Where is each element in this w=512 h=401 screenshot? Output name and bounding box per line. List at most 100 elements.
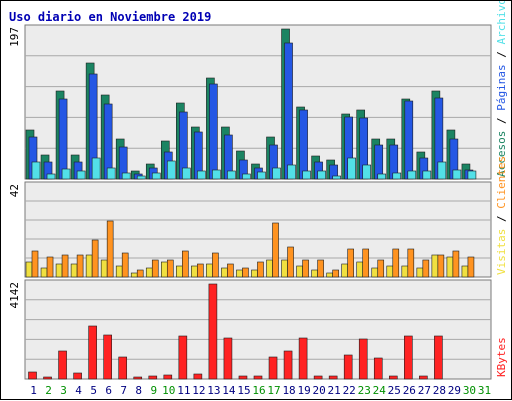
bar-kbytes [43,376,52,380]
x-tick-label: 3 [60,384,67,397]
x-tick-label: 1 [30,384,37,397]
bar-visitas [40,267,48,278]
legend-entry: Visitas [495,229,508,275]
x-tick-label: 16 [252,384,265,397]
y-max-label: 42 [8,184,21,197]
x-tick-label: 30 [463,384,476,397]
legend-separator: / [495,111,508,131]
x-tick-label: 2 [45,384,52,397]
bar-archivos [76,170,86,180]
bar-páginas [404,100,414,180]
bar-visitas [416,267,424,278]
bar-archivos [437,161,447,180]
bar-visitas [221,267,228,278]
x-tick-label: 28 [433,384,446,397]
bar-kbytes [223,337,233,380]
bar-clientes [182,250,189,278]
bar-clientes [61,254,69,278]
bar-archivos [452,169,462,180]
legend-entry: KBytes [495,337,508,377]
x-tick-label: 4 [75,384,82,397]
legend-entry: Accesos [495,131,508,177]
x-tick-label: 12 [192,384,205,397]
bar-visitas [386,265,394,278]
x-tick-label: 5 [90,384,97,397]
bar-kbytes [328,375,338,380]
bar-archivos [257,171,266,180]
bar-clientes [91,239,99,278]
bar-archivos [242,173,251,180]
bar-archivos [287,164,296,180]
bar-clientes [287,246,294,278]
panel-visits: 42 Visitas / Clientes [8,156,508,278]
x-tick-label: 22 [343,384,356,397]
bar-archivos [347,157,356,180]
bar-archivos [272,167,281,180]
legend-hits: Accesos / Páginas / Archivos [495,1,508,177]
bar-archivos [31,161,41,180]
y-max-label: 4142 [8,282,21,309]
bar-visitas [55,263,63,278]
bar-kbytes [103,334,112,380]
bar-archivos [317,170,326,180]
bar-clientes [46,256,54,278]
bar-visitas [191,265,198,278]
panel-hits: 197 Accesos / Páginas / Archivos [8,1,508,180]
bar-clientes [76,254,84,278]
bar-páginas [284,42,293,180]
bar-archivos [166,160,176,180]
bar-clientes [151,259,159,278]
bar-clientes [347,248,354,278]
bar-archivos [467,170,477,180]
bar-archivos [61,168,71,180]
bar-kbytes [148,375,158,380]
bar-clientes [377,259,385,278]
bar-clientes [31,250,39,278]
x-tick-label: 6 [105,384,112,397]
bar-visitas [431,254,439,278]
x-tick-label: 26 [403,384,416,397]
bar-visitas [176,265,183,278]
bar-clientes [407,248,415,278]
x-tick-label: 14 [222,384,236,397]
bar-kbytes [178,335,188,380]
x-tick-label: 24 [373,384,387,397]
bar-kbytes [434,335,443,380]
bar-kbytes [283,350,293,380]
bar-kbytes [253,375,263,380]
bar-clientes [332,269,339,278]
bar-archivos [362,164,372,180]
bar-kbytes [419,375,428,380]
bar-kbytes [28,371,37,380]
legend-kbytes: KBytes [495,337,508,377]
bar-visitas [206,263,213,278]
panel-background [24,279,492,380]
bar-kbytes [193,373,203,380]
bar-kbytes [88,325,97,380]
bar-clientes [362,248,370,278]
x-tick-label: 9 [150,384,157,397]
legend-entry: Archivos [495,1,508,45]
x-tick-label: 20 [313,384,326,397]
x-tick-label: 17 [267,384,280,397]
bar-kbytes [118,356,128,380]
bar-clientes [212,252,219,278]
bar-visitas [100,259,108,278]
bar-kbytes [358,338,368,380]
bar-archivos [227,170,236,180]
bar-clientes [166,259,174,278]
bar-visitas [266,259,273,278]
x-tick-label: 13 [207,384,220,397]
bar-kbytes [58,350,67,380]
x-tick-label: 7 [120,384,127,397]
bar-clientes [257,261,264,278]
bar-kbytes [208,283,218,380]
bar-visitas [446,256,454,278]
bar-archivos [422,170,432,180]
legend-visits: Visitas / Clientes [495,156,508,275]
bar-archivos [46,173,56,180]
bar-archivos [91,157,101,180]
bar-kbytes [238,375,248,380]
bar-clientes [467,256,475,278]
bar-páginas [209,83,218,180]
